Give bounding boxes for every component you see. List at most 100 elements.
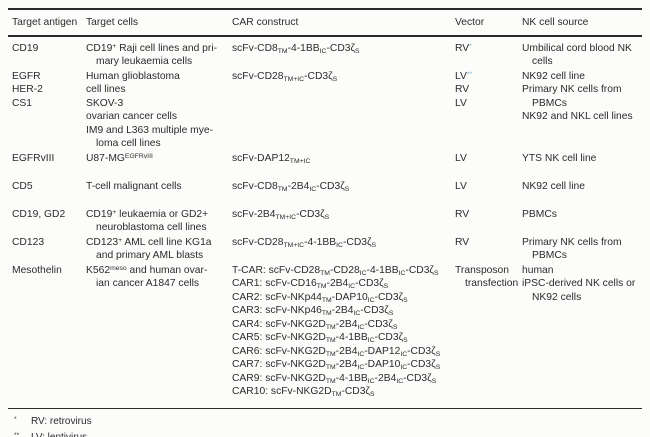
cell-nk: PBMCs — [522, 208, 642, 235]
cell-line: CAR4: scFv-NKG2DTM-2B4IC-CD3ζS — [232, 318, 398, 331]
table-rule-header — [8, 35, 642, 37]
cell-nk: Primary NK cells from PBMCs — [522, 236, 642, 263]
table-rule-top — [8, 8, 642, 10]
cell-line: NK92 cell line — [522, 180, 585, 192]
cell-line: Human glioblastoma — [86, 70, 180, 82]
cell-cells: K562meso and human ovar-ian cancer A1847… — [86, 264, 232, 399]
cell-car: scFv-CD8TM-4-1BBIC-CD3ζS — [232, 42, 455, 69]
cell-line: CD19+ leukaemia or GD2+ — [86, 208, 209, 220]
cell-line: cell lines — [86, 84, 126, 95]
cell-vector: LV** RV LV — [455, 70, 522, 151]
cell-line: LV — [455, 180, 467, 192]
cell-cells: CD123+ AML cell line KG1a and primary AML… — [86, 236, 232, 263]
cell-line: RV — [455, 236, 470, 248]
cell-car: scFv-DAP12TM+IC — [232, 152, 455, 179]
cell-line: RV* — [455, 42, 472, 54]
table-row: Mesothelin K562meso and human ovar-ian ca… — [0, 264, 650, 399]
cell-line: ovarian cancer cells — [86, 111, 177, 122]
cell-line: T-cell malignant cells — [86, 180, 182, 192]
cell-line: RV — [455, 208, 470, 220]
cell-nk: NK92 cell line Primary NK cells from PBMCs… — [522, 70, 642, 151]
cell-line: CAR1: scFv-CD16TM-2B4IC-CD3ζS — [232, 278, 389, 291]
cell-line: CD123 — [12, 236, 45, 248]
cell-cells: CD19+ Raji cell lines and pri-mary leuka… — [86, 42, 232, 69]
cell-line: neuroblastoma cell lines — [96, 222, 207, 233]
cell-line: CAR7: scFv-NKG2DTM-2B4IC-DAP10IC-CD3ζS — [232, 359, 441, 372]
cell-line: CD19 — [12, 42, 39, 54]
cell-line: Mesothelin — [12, 264, 62, 276]
table-row: CD123 CD123+ AML cell line KG1a and primar… — [0, 236, 650, 263]
cell-line: CAR6: scFv-NKG2DTM-2B4IC-DAP12IC-CD3ζS — [232, 345, 441, 358]
cell-line: IM9 and L363 multiple mye- — [86, 124, 214, 136]
cell-line: CAR3: scFv-NKp46TM-2B4IC-CD3ζS — [232, 305, 394, 318]
cell-line: scFv-DAP12TM+IC — [232, 152, 311, 165]
cell-nk: NK92 cell line — [522, 180, 642, 207]
cell-line: Primary NK cells from — [522, 84, 622, 95]
footnote-marker: * — [14, 416, 17, 423]
cell-line: ian cancer A1847 cells — [96, 278, 200, 289]
column-header-vector: Vector — [455, 17, 485, 28]
cell-nk: human iPSC-derived NK cells or NK92 cells — [522, 264, 642, 399]
cell-line: LV** — [455, 70, 473, 82]
cell-line: CD5 — [12, 180, 33, 192]
cell-line: CD123+ AML cell line KG1a — [86, 236, 212, 248]
cell-cells: Human glioblastoma cell lines SKOV-3 ovaria… — [86, 70, 232, 151]
cell-line: EGFR — [12, 70, 41, 82]
cell-cells: U87-MGEGFRvIII — [86, 152, 232, 179]
footnote: ** LV: lentivirus — [14, 431, 650, 437]
table-body: CD19 CD19+ Raji cell lines and pri-mary l… — [0, 42, 650, 399]
footnote-text: RV: retrovirus — [31, 416, 92, 427]
cell-line: mary leukaemia cells — [96, 56, 193, 67]
cell-line: PBMCs — [522, 208, 557, 220]
column-header-car-construct: CAR construct — [232, 17, 299, 28]
cell-vector: RV — [455, 208, 522, 235]
cell-line: HER-2 — [12, 84, 43, 95]
footnote-marker: ** — [14, 431, 20, 437]
cell-line: T-CAR: scFv-CD28TM-CD28IC-4-1BBIC-CD3ζS — [232, 264, 439, 277]
cell-nk: Umbilical cord blood NK cells — [522, 42, 642, 69]
cell-line: PBMCs — [532, 250, 567, 261]
cell-car: scFv-2B4TM+IC-CD3ζS — [232, 208, 455, 235]
cell-line: CAR9: scFv-NKG2DTM-4-1BBIC-2B4IC-CD3ζS — [232, 372, 437, 385]
cell-line: K562meso and human ovar- — [86, 264, 208, 276]
cell-line: scFv-2B4TM+IC-CD3ζS — [232, 208, 330, 221]
cell-vector: Transposon transfection — [455, 264, 522, 399]
cell-line: loma cell lines — [96, 138, 161, 149]
table-row: CD19 CD19+ Raji cell lines and pri-mary l… — [0, 42, 650, 69]
column-header-nk-cell-source: NK cell source — [522, 17, 589, 28]
cell-line: cells — [532, 56, 553, 67]
cell-line: iPSC-derived NK cells or — [522, 278, 636, 289]
cell-vector: RV — [455, 236, 522, 263]
table-row: EGFR HER-2 CS1 Human glioblastoma cell lines… — [0, 70, 650, 151]
cell-line: scFv-CD8TM-4-1BBIC-CD3ζS — [232, 42, 360, 55]
table-row: CD19, GD2 CD19+ leukaemia or GD2+ neurobla… — [0, 208, 650, 235]
cell-line: scFv-CD28TM+IC-CD3ζS — [232, 70, 338, 83]
table-rule-bottom — [8, 407, 642, 409]
cell-antigen: CD19, GD2 — [12, 208, 86, 235]
column-header-target-cells: Target cells — [86, 17, 139, 28]
cell-car: scFv-CD28TM+IC-4-1BBIC-CD3ζS — [232, 236, 455, 263]
cell-antigen: EGFRvIII — [12, 152, 86, 179]
table-header-row: Target antigen Target cells CAR construc… — [0, 10, 650, 35]
cell-cells: CD19+ leukaemia or GD2+ neuroblastoma cel… — [86, 208, 232, 235]
cell-line: NK92 and NKL cell lines — [522, 111, 633, 122]
cell-line: LV — [455, 97, 467, 109]
cell-line: Transposon — [455, 264, 509, 276]
cell-line: U87-MGEGFRvIII — [86, 152, 153, 164]
cell-car: T-CAR: scFv-CD28TM-CD28IC-4-1BBIC-CD3ζS C… — [232, 264, 455, 399]
cell-vector: LV — [455, 180, 522, 207]
footnote-text: LV: lentivirus — [31, 431, 88, 437]
cell-line: CD19, GD2 — [12, 208, 66, 220]
cell-line: Primary NK cells from — [522, 236, 622, 248]
cell-line: CAR10: scFv-NKG2DTM-CD3ζS — [232, 386, 375, 399]
cell-car: scFv-CD8TM-2B4IC-CD3ζS — [232, 180, 455, 207]
cell-vector: LV — [455, 152, 522, 179]
cell-line: CAR5: scFv-NKG2DTM-4-1BBIC-CD3ζS — [232, 332, 408, 345]
cell-car: scFv-CD28TM+IC-CD3ζS — [232, 70, 455, 151]
cell-line: RV — [455, 84, 470, 95]
cell-line: transfection — [465, 278, 519, 289]
cell-antigen: CD5 — [12, 180, 86, 207]
table-row: CD5 T-cell malignant cells scFv-CD8TM-2B4I… — [0, 180, 650, 207]
cell-nk: YTS NK cell line — [522, 152, 642, 179]
